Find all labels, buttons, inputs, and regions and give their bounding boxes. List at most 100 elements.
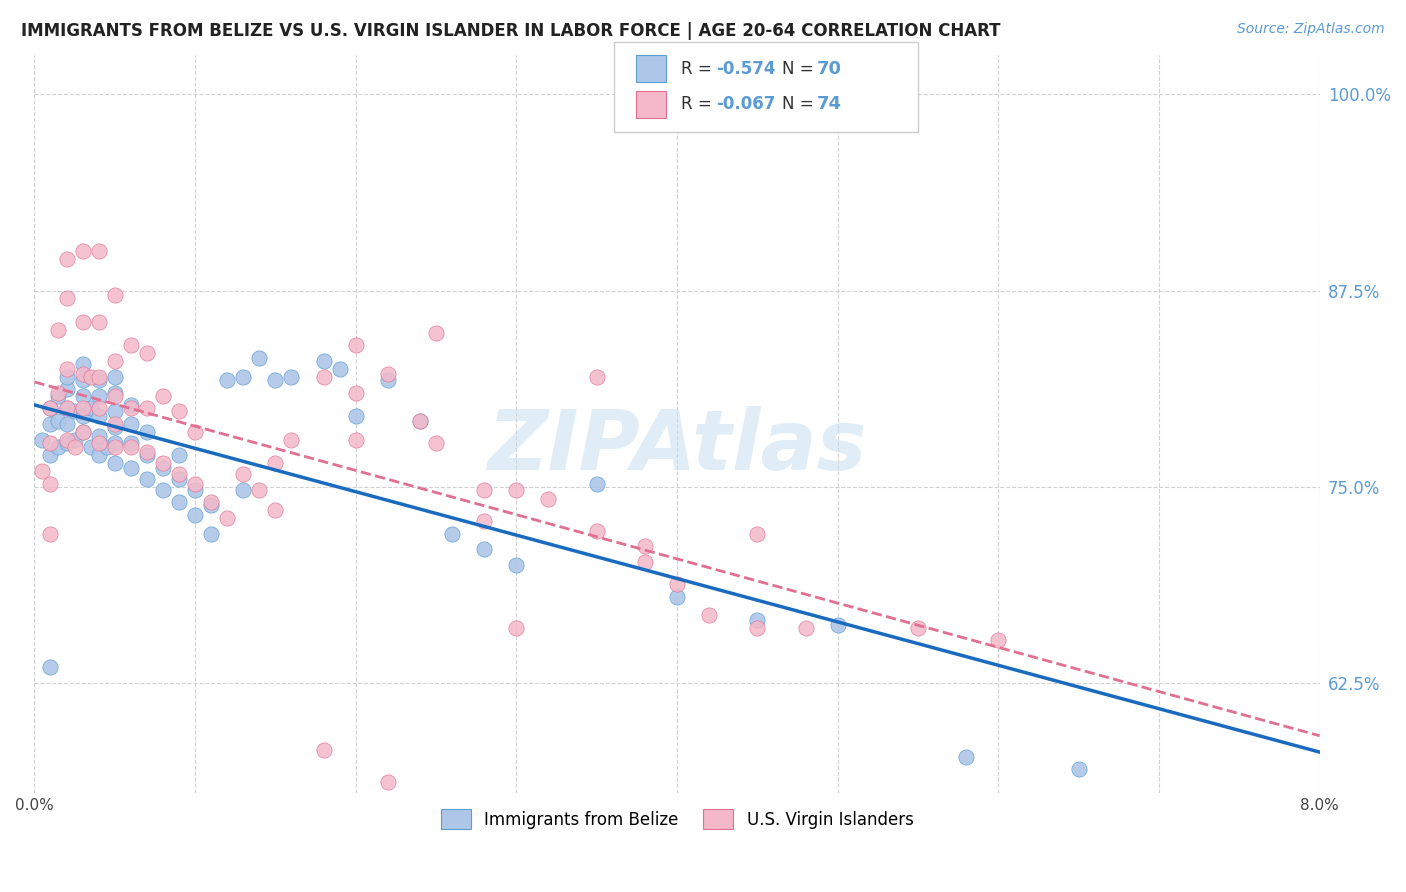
Point: [167, 467, 190, 482]
Point: [472, 514, 495, 528]
Point: [104, 354, 127, 368]
Point: [505, 558, 527, 573]
Point: [120, 417, 142, 431]
Point: [72, 373, 94, 387]
Point: [72, 357, 94, 371]
Point: [666, 590, 689, 604]
Point: [104, 456, 127, 470]
Point: [634, 555, 657, 569]
Text: IMMIGRANTS FROM BELIZE VS U.S. VIRGIN ISLANDER IN LABOR FORCE | AGE 20-64 CORREL: IMMIGRANTS FROM BELIZE VS U.S. VIRGIN IS…: [21, 22, 1001, 40]
Point: [312, 743, 335, 757]
Point: [55, 435, 77, 450]
Point: [120, 441, 142, 455]
Point: [312, 354, 335, 368]
Point: [280, 433, 302, 447]
Point: [409, 414, 432, 428]
Point: [87, 315, 110, 329]
Point: [585, 524, 607, 538]
Point: [200, 499, 222, 513]
Point: [104, 441, 127, 455]
Point: [48, 385, 70, 400]
Text: R =: R =: [681, 95, 717, 113]
Point: [87, 448, 110, 462]
Point: [72, 409, 94, 423]
Point: [104, 435, 127, 450]
Text: -0.067: -0.067: [716, 95, 775, 113]
Point: [152, 456, 174, 470]
Point: [955, 749, 977, 764]
Point: [104, 404, 127, 418]
Point: [39, 476, 62, 491]
Point: [264, 456, 287, 470]
Point: [232, 369, 254, 384]
Point: [104, 420, 127, 434]
Point: [72, 315, 94, 329]
Point: [55, 252, 77, 267]
Point: [505, 621, 527, 635]
Point: [377, 367, 399, 381]
Point: [135, 448, 157, 462]
Point: [48, 389, 70, 403]
Point: [409, 414, 432, 428]
Point: [55, 383, 77, 397]
Point: [72, 425, 94, 439]
Point: [377, 774, 399, 789]
Point: [31, 433, 53, 447]
Point: [152, 483, 174, 497]
Point: [747, 526, 769, 541]
Point: [377, 373, 399, 387]
Point: [344, 385, 367, 400]
Text: 74: 74: [817, 95, 842, 113]
Point: [39, 526, 62, 541]
Point: [217, 373, 239, 387]
Point: [72, 425, 94, 439]
Point: [55, 401, 77, 416]
Point: [135, 445, 157, 459]
Point: [425, 435, 447, 450]
Point: [55, 401, 77, 416]
Point: [907, 621, 929, 635]
Point: [280, 369, 302, 384]
Point: [152, 389, 174, 403]
Point: [48, 323, 70, 337]
Point: [1067, 762, 1090, 776]
Point: [200, 495, 222, 509]
Point: [585, 476, 607, 491]
Point: [247, 351, 270, 365]
Point: [747, 621, 769, 635]
Text: 70: 70: [817, 60, 842, 78]
Point: [312, 369, 335, 384]
Point: [827, 617, 849, 632]
Point: [104, 389, 127, 403]
Point: [87, 401, 110, 416]
Point: [135, 425, 157, 439]
Point: [264, 373, 287, 387]
Point: [104, 369, 127, 384]
Point: [344, 338, 367, 352]
Point: [232, 467, 254, 482]
Point: [344, 409, 367, 423]
Point: [232, 483, 254, 497]
Point: [55, 433, 77, 447]
Point: [152, 460, 174, 475]
Point: [344, 433, 367, 447]
Point: [87, 389, 110, 403]
Point: [55, 291, 77, 305]
Point: [120, 398, 142, 412]
Point: [72, 389, 94, 403]
Text: R =: R =: [681, 60, 717, 78]
Point: [63, 404, 86, 418]
Point: [39, 448, 62, 462]
Point: [167, 404, 190, 418]
Point: [39, 435, 62, 450]
Point: [167, 448, 190, 462]
Point: [120, 338, 142, 352]
Point: [55, 417, 77, 431]
Point: [39, 660, 62, 674]
Point: [79, 369, 101, 384]
Point: [329, 362, 352, 376]
Point: [87, 429, 110, 443]
Point: [120, 435, 142, 450]
Point: [634, 539, 657, 553]
Text: Source: ZipAtlas.com: Source: ZipAtlas.com: [1237, 22, 1385, 37]
